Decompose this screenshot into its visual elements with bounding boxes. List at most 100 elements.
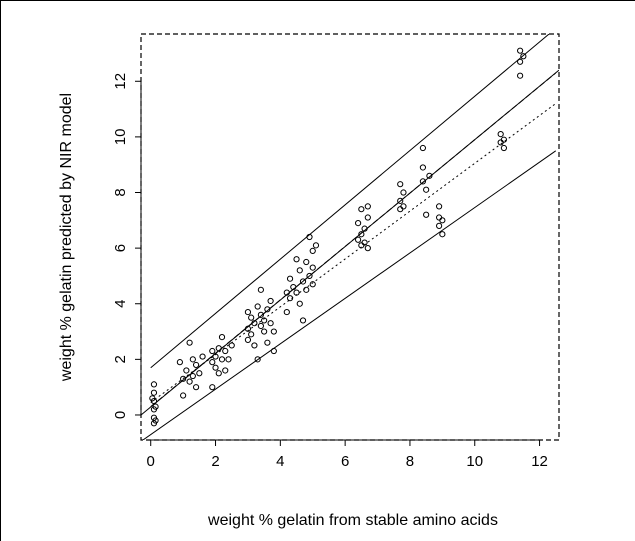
y-tick-label: 8 (112, 188, 129, 196)
y-tick-label: 4 (112, 300, 129, 308)
data-point (180, 375, 187, 382)
data-point (439, 231, 446, 238)
fit-line-dotted-4 (150, 103, 557, 403)
data-point (299, 317, 307, 324)
data-point (225, 356, 232, 363)
data-point (500, 136, 508, 143)
data-point (364, 214, 371, 221)
data-point (152, 403, 159, 410)
data-point (215, 370, 222, 377)
data-point (248, 314, 255, 321)
data-point (267, 297, 274, 305)
plot-area-frame (140, 33, 560, 441)
data-point (364, 203, 371, 210)
data-point (299, 278, 307, 285)
data-point (419, 164, 427, 171)
data-point (283, 289, 290, 296)
x-tick-label: 2 (211, 453, 219, 470)
data-point (257, 311, 264, 318)
data-point (397, 181, 404, 188)
data-point (303, 258, 310, 266)
data-point (400, 189, 407, 196)
data-point (361, 239, 368, 246)
x-tick-label: 6 (341, 453, 349, 470)
data-point (196, 370, 203, 377)
data-point (215, 345, 222, 352)
data-point (183, 367, 190, 374)
data-point (244, 308, 252, 316)
data-point (264, 339, 271, 346)
data-point (254, 356, 261, 363)
data-point (264, 306, 271, 313)
data-point (149, 395, 156, 402)
data-point (244, 325, 252, 332)
data-point (248, 331, 255, 338)
y-axis-label: weight % gelatin predicted by NIR model (58, 93, 75, 382)
data-point (290, 283, 297, 291)
data-point (306, 272, 313, 280)
data-point (251, 342, 258, 349)
data-point (419, 178, 427, 185)
data-point (176, 359, 183, 366)
fit-line-solid-0 (150, 34, 550, 369)
data-point (400, 203, 407, 210)
fit-line-solid-2 (142, 150, 557, 440)
data-point (212, 364, 219, 371)
x-axis: 0 2 4 6 8 10 12 (147, 439, 548, 470)
data-point (364, 245, 371, 252)
x-tick-label: 10 (466, 453, 483, 470)
y-tick-label: 0 (112, 411, 129, 419)
x-tick-label: 12 (531, 453, 548, 470)
data-point (358, 206, 365, 213)
data-point (517, 58, 524, 65)
data-point (244, 336, 252, 343)
data-point (186, 339, 193, 346)
data-point (355, 219, 362, 227)
data-point (293, 256, 300, 263)
data-point (517, 72, 524, 79)
data-point (270, 328, 277, 335)
data-point (283, 308, 290, 316)
data-point (296, 300, 303, 307)
data-point (257, 322, 264, 330)
data-point (355, 236, 362, 243)
x-tick-label: 4 (276, 453, 284, 470)
y-tick-label: 10 (112, 129, 129, 146)
y-tick-label: 12 (112, 73, 129, 90)
data-point (361, 225, 368, 232)
data-point (419, 144, 427, 152)
data-point (212, 353, 219, 360)
data-point (228, 342, 235, 349)
data-point (150, 381, 158, 388)
data-point (497, 139, 504, 146)
data-point (436, 214, 443, 221)
data-point (439, 217, 446, 224)
data-point (520, 53, 527, 60)
data-point (286, 275, 294, 282)
data-point (222, 347, 229, 355)
data-point (251, 320, 258, 327)
data-point (500, 144, 508, 152)
data-point (152, 417, 159, 424)
data-point (436, 222, 443, 229)
data-point (293, 289, 300, 296)
data-point (296, 267, 303, 274)
y-tick-label: 6 (112, 244, 129, 252)
x-tick-label: 8 (406, 453, 414, 470)
data-point (209, 384, 216, 391)
data-point (397, 197, 404, 204)
data-point (192, 384, 200, 391)
data-point (186, 378, 193, 385)
x-tick-label: 0 (147, 453, 155, 470)
data-point (309, 264, 316, 271)
data-point (303, 286, 310, 293)
data-point (426, 172, 433, 179)
data-point (180, 392, 187, 399)
data-point (261, 328, 268, 335)
data-point (257, 286, 264, 293)
data-point (309, 247, 316, 255)
data-point (150, 389, 158, 396)
data-point (309, 281, 316, 288)
